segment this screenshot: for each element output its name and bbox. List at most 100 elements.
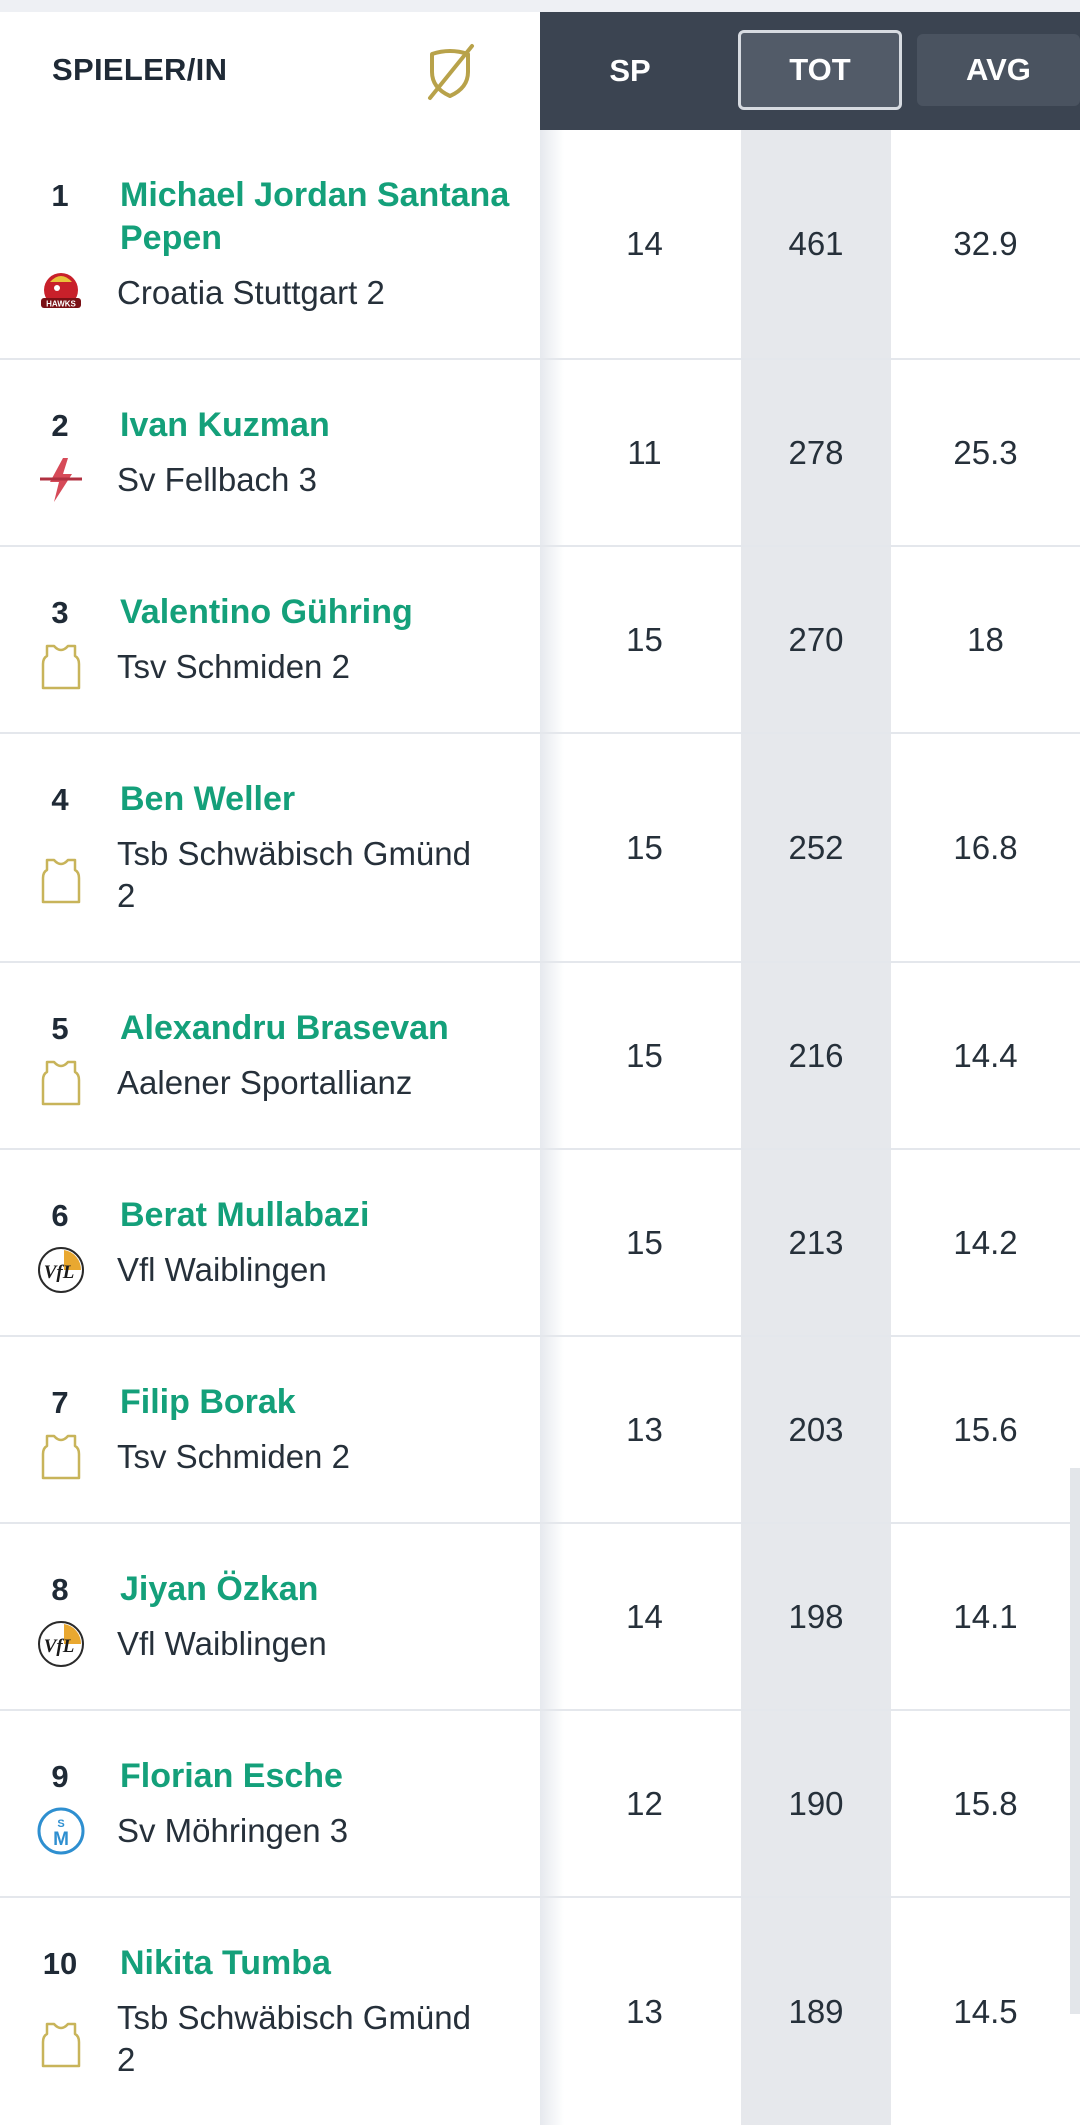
slashed-shield-icon[interactable]: [420, 40, 480, 102]
total-points-cell-value: 189: [788, 1992, 844, 2030]
games-played-cell: 13: [540, 1898, 741, 2125]
vfl-logo-icon: VfL: [36, 1245, 86, 1295]
team-name-line: 2: [117, 2041, 136, 2078]
player-name-link[interactable]: Filip Borak: [120, 1381, 520, 1424]
table-row[interactable]: 7 Filip Borak Tsv Schmiden 2 13 203 15.6: [0, 1337, 1080, 1524]
rank-number: 2: [51, 408, 69, 443]
scrollbar[interactable]: [1070, 1468, 1080, 2014]
rank-number: 6: [51, 1198, 69, 1233]
jersey-icon: [36, 2020, 86, 2070]
team-name-link[interactable]: Tsv Schmiden 2: [117, 646, 527, 688]
stat-columns-header: SP TOT AVG: [540, 12, 1080, 130]
table-row[interactable]: 10 Nikita Tumba Tsb Schwäbisch Gmünd 2 13 189…: [0, 1898, 1080, 2125]
average-points-cell: 15.8: [891, 1711, 1080, 1896]
player-cell: 10 Nikita Tumba Tsb Schwäbisch Gmünd 2: [0, 1898, 540, 2125]
table-row[interactable]: 4 Ben Weller Tsb Schwäbisch Gmünd 2 15 252 16.…: [0, 734, 1080, 963]
table-row[interactable]: 6 Berat Mullabazi VfL Vfl Waiblingen 15 213 14…: [0, 1150, 1080, 1337]
player-name-link[interactable]: Berat Mullabazi: [120, 1194, 520, 1237]
average-points-cell: 18: [891, 547, 1080, 732]
player-name-line: Nikita Tumba: [120, 1944, 331, 1982]
player-cell: 4 Ben Weller Tsb Schwäbisch Gmünd 2: [0, 734, 540, 961]
player-name-link[interactable]: Valentino Gühring: [120, 591, 520, 634]
average-points-cell-value: 14.4: [953, 1036, 1018, 1074]
player-name-line: Michael Jordan Santana: [120, 176, 510, 214]
player-name-link[interactable]: Jiyan Özkan: [120, 1568, 520, 1611]
team-name-link[interactable]: Tsb Schwäbisch Gmünd 2: [117, 833, 527, 917]
table-row[interactable]: 2 Ivan Kuzman Sv Fellbach 3 11 278 25.3: [0, 360, 1080, 547]
player-name-line: Ivan Kuzman: [120, 406, 330, 444]
player-name-line: Florian Esche: [120, 1757, 343, 1795]
player-name-line: Pepen: [120, 219, 223, 257]
average-points-cell: 14.4: [891, 963, 1080, 1148]
games-played-cell-value: 15: [626, 620, 663, 658]
total-points-cell-value: 190: [788, 1784, 844, 1822]
average-points-cell: 25.3: [891, 360, 1080, 545]
player-column-header: SPIELER/IN: [0, 12, 540, 130]
average-points-cell: 14.2: [891, 1150, 1080, 1335]
player-cell: 7 Filip Borak Tsv Schmiden 2: [0, 1337, 540, 1522]
average-points-cell: 15.6: [891, 1337, 1080, 1522]
player-name-link[interactable]: Ivan Kuzman: [120, 404, 520, 447]
games-played-cell-value: 11: [627, 433, 662, 471]
average-points-cell-value: 25.3: [953, 433, 1018, 471]
jersey-icon: [36, 1432, 86, 1482]
average-points-cell-value: 32.9: [953, 225, 1018, 262]
team-name-link[interactable]: Sv Möhringen 3: [117, 1810, 527, 1852]
svg-text:HAWKS: HAWKS: [46, 300, 76, 309]
total-points-cell: 278: [741, 360, 891, 545]
vfl-logo-icon: VfL: [36, 1619, 86, 1669]
player-name-link[interactable]: Alexandru Brasevan: [120, 1007, 520, 1050]
games-played-cell: 13: [540, 1337, 741, 1522]
team-name-line: Croatia Stuttgart 2: [117, 274, 385, 311]
sort-sp-button[interactable]: SP: [609, 53, 651, 88]
team-name-link[interactable]: Tsb Schwäbisch Gmünd 2: [117, 1997, 527, 2081]
sort-avg-button[interactable]: AVG: [917, 34, 1080, 106]
games-played-cell: 15: [540, 963, 741, 1148]
table-row[interactable]: 3 Valentino Gühring Tsv Schmiden 2 15 270 18: [0, 547, 1080, 734]
games-played-cell-value: 15: [626, 828, 663, 866]
table-row[interactable]: 1 Michael Jordan Santana Pepen HAWKS Croatia…: [0, 130, 1080, 360]
player-name-link[interactable]: Nikita Tumba: [120, 1942, 520, 1985]
team-name-link[interactable]: Vfl Waiblingen: [117, 1249, 527, 1291]
total-points-cell: 270: [741, 547, 891, 732]
team-name-link[interactable]: Aalener Sportallianz: [117, 1062, 527, 1104]
rank-number: 4: [51, 782, 69, 817]
total-points-cell-value: 461: [788, 225, 844, 262]
games-played-cell-value: 15: [626, 1223, 663, 1261]
team-name-link[interactable]: Croatia Stuttgart 2: [117, 272, 527, 314]
games-played-cell: 14: [540, 130, 741, 358]
average-points-cell-value: 15.8: [953, 1784, 1018, 1822]
games-played-cell: 15: [540, 547, 741, 732]
table-row[interactable]: 8 Jiyan Özkan VfL Vfl Waiblingen 14 198 14.1: [0, 1524, 1080, 1711]
total-points-cell: 189: [741, 1898, 891, 2125]
team-name-line: Sv Möhringen 3: [117, 1812, 349, 1849]
lightning-logo-icon: [36, 455, 86, 505]
player-cell: 3 Valentino Gühring Tsv Schmiden 2: [0, 547, 540, 732]
games-played-cell: 12: [540, 1711, 741, 1896]
team-name-link[interactable]: Vfl Waiblingen: [117, 1623, 527, 1665]
games-played-cell-value: 14: [626, 225, 663, 262]
player-name-line: Berat Mullabazi: [120, 1196, 370, 1234]
table-row[interactable]: 5 Alexandru Brasevan Aalener Sportallianz 1…: [0, 963, 1080, 1150]
team-name-line: Vfl Waiblingen: [117, 1251, 327, 1288]
team-name-link[interactable]: Tsv Schmiden 2: [117, 1436, 527, 1478]
average-points-cell: 16.8: [891, 734, 1080, 961]
player-name-link[interactable]: Ben Weller: [120, 778, 520, 821]
player-cell: 9 Florian Esche S M Sv Möhringen 3: [0, 1711, 540, 1896]
player-cell: 5 Alexandru Brasevan Aalener Sportallianz: [0, 963, 540, 1148]
player-name-link[interactable]: Michael Jordan Santana Pepen: [120, 174, 520, 260]
table-row[interactable]: 9 Florian Esche S M Sv Möhringen 3 12 190 15.8: [0, 1711, 1080, 1898]
total-points-cell: 190: [741, 1711, 891, 1896]
average-points-cell-value: 16.8: [953, 828, 1018, 866]
sort-tot-button[interactable]: TOT: [738, 30, 902, 110]
total-points-cell: 213: [741, 1150, 891, 1335]
team-name-link[interactable]: Sv Fellbach 3: [117, 459, 527, 501]
rank-number: 10: [42, 1946, 78, 1981]
rank-number: 9: [51, 1759, 69, 1794]
player-name-line: Ben Weller: [120, 780, 296, 818]
total-points-cell: 216: [741, 963, 891, 1148]
leaderboard-table: SPIELER/IN SP TOT AVG 1 Michael Jordan Sa…: [0, 12, 1080, 2125]
player-name-link[interactable]: Florian Esche: [120, 1755, 520, 1798]
svg-text:VfL: VfL: [44, 1636, 75, 1657]
